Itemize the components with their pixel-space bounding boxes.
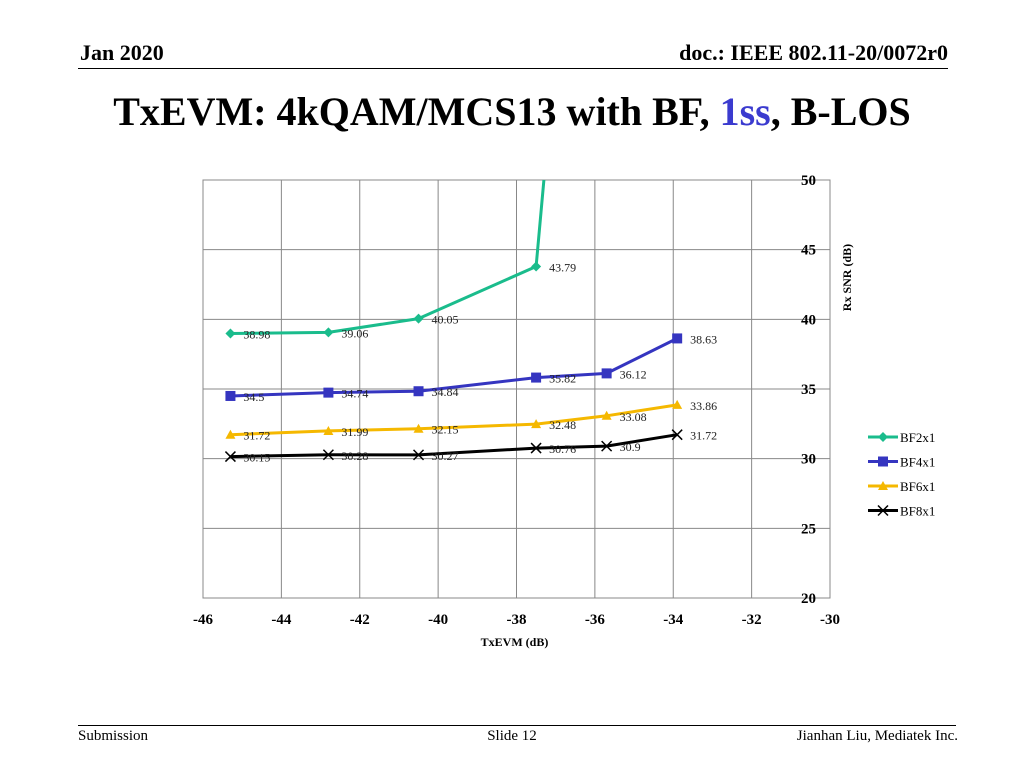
data-point-bf4x1: [413, 386, 424, 397]
data-point-bf2x1: [413, 313, 424, 324]
data-point-bf4x1: [601, 368, 612, 379]
y-tick-label: 45: [801, 243, 816, 259]
legend-label-bf8x1: BF8x1: [900, 504, 935, 519]
data-label-bf4x1: 35.82: [549, 372, 576, 386]
x-tick-label: -38: [507, 612, 527, 628]
data-label-bf6x1: 31.72: [243, 429, 270, 443]
legend-marker-bf6x1: [878, 481, 888, 490]
data-point-bf6x1: [531, 419, 542, 429]
series-line-bf4x1: [230, 337, 678, 398]
data-point-bf8x1: [322, 449, 334, 461]
data-label-bf8x1: 30.27: [432, 449, 459, 463]
title-accent: 1ss: [719, 89, 771, 134]
data-label-bf8x1: 30.28: [341, 449, 368, 463]
data-label-bf2x1: 43.79: [549, 261, 576, 275]
x-tick-label: -42: [350, 612, 370, 628]
title-suffix: , B-LOS: [770, 89, 911, 134]
data-point-bf4x1: [531, 372, 542, 383]
data-point-bf2x1: [323, 327, 334, 338]
data-point-bf6x1: [225, 429, 236, 439]
y-tick-label: 20: [801, 591, 816, 607]
data-label-bf4x1: 38.63: [690, 332, 717, 346]
x-tick-label: -32: [742, 612, 762, 628]
data-point-bf6x1: [323, 425, 334, 435]
y-tick-label: 40: [801, 312, 816, 328]
data-point-bf8x1: [671, 429, 683, 441]
y-tick-label: 50: [801, 173, 816, 189]
header-divider: [78, 68, 948, 69]
data-label-bf4x1: 34.74: [341, 387, 368, 401]
header-doc-id: doc.: IEEE 802.11-20/0072r0: [679, 40, 948, 65]
y-tick-label: 25: [801, 521, 816, 537]
data-point-bf6x1: [672, 399, 683, 409]
x-tick-label: -34: [663, 612, 683, 628]
data-point-bf2x1: [531, 261, 542, 272]
y-axis-title: Rx SNR (dB): [840, 244, 854, 311]
series-line-bf8x1: [230, 433, 678, 459]
data-point-bf6x1: [601, 410, 612, 420]
data-point-bf2x1: [225, 328, 236, 339]
legend-label-bf6x1: BF6x1: [900, 479, 935, 494]
footer-author: Jianhan Liu, Mediatek Inc.: [796, 728, 958, 744]
data-label-bf2x1: 39.06: [341, 326, 368, 340]
data-label-bf8x1: 30.15: [243, 451, 270, 465]
x-tick-label: -44: [271, 612, 291, 628]
data-label-bf4x1: 36.12: [620, 367, 647, 381]
data-label-bf4x1: 34.5: [243, 390, 264, 404]
x-tick-label: -40: [428, 612, 448, 628]
data-point-bf6x1: [413, 423, 424, 433]
slide-title: TxEVM: 4kQAM/MCS13 with BF, 1ss, B-LOS: [0, 88, 1024, 135]
x-axis-title: TxEVM (dB): [481, 635, 549, 649]
data-label-bf6x1: 33.86: [690, 399, 717, 413]
data-label-bf4x1: 34.84: [432, 385, 459, 399]
data-label-bf8x1: 30.9: [620, 440, 641, 454]
x-tick-label: -30: [820, 612, 840, 628]
legend-marker-bf8x1: [877, 504, 889, 517]
header-date: Jan 2020: [80, 40, 164, 65]
data-point-bf4x1: [323, 387, 334, 398]
data-point-bf8x1: [601, 440, 613, 452]
data-label-bf6x1: 33.08: [620, 410, 647, 424]
y-tick-label: 35: [801, 382, 816, 398]
data-label-bf8x1: 31.72: [690, 429, 717, 443]
footer-submission: Submission: [78, 728, 149, 744]
data-label-bf2x1: 40.05: [432, 313, 459, 327]
footer-divider: [78, 725, 956, 726]
data-point-bf4x1: [225, 390, 236, 401]
legend-label-bf2x1: BF2x1: [900, 430, 935, 445]
data-point-bf8x1: [413, 449, 425, 461]
x-tick-label: -36: [585, 612, 605, 628]
data-label-bf6x1: 32.48: [549, 418, 576, 432]
x-tick-label: -46: [193, 612, 213, 628]
data-label-bf6x1: 31.99: [341, 425, 368, 439]
data-point-bf8x1: [224, 451, 236, 463]
legend-marker-bf2x1: [878, 432, 888, 442]
y-tick-label: 30: [801, 452, 816, 468]
series-line-bf6x1: [230, 403, 678, 437]
data-label-bf8x1: 30.76: [549, 442, 576, 456]
legend-marker-bf4x1: [878, 456, 888, 467]
title-prefix: TxEVM: 4kQAM/MCS13 with BF,: [113, 89, 720, 134]
data-point-bf8x1: [530, 442, 542, 454]
data-point-bf4x1: [672, 333, 683, 344]
legend-label-bf4x1: BF4x1: [900, 455, 935, 470]
data-label-bf2x1: 38.98: [243, 328, 270, 342]
footer-slide-number: Slide 12: [487, 728, 537, 744]
data-label-bf6x1: 32.15: [432, 423, 459, 437]
